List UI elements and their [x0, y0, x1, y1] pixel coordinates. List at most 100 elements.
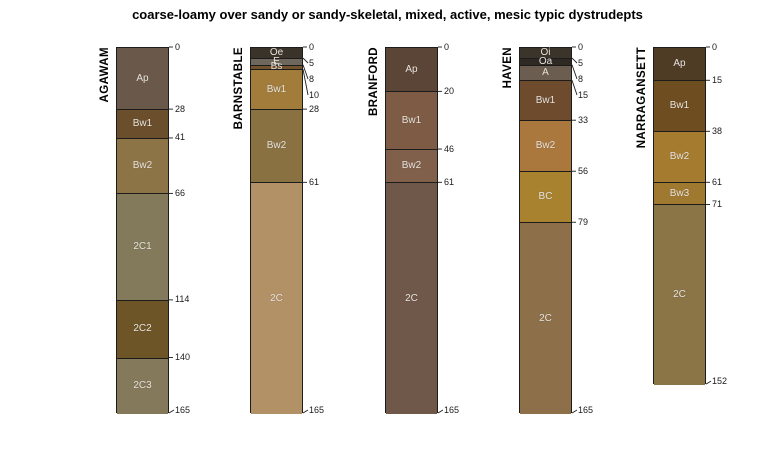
- horizon-rect: Bw2: [117, 138, 168, 195]
- tick-leader-line: [302, 409, 309, 414]
- depth-tick-label: 5: [309, 57, 315, 68]
- depth-tick-label: 28: [309, 103, 320, 114]
- tick-leader-line: [168, 409, 175, 414]
- depth-tick-label: 165: [444, 404, 460, 415]
- horizon-label: 2C1: [133, 241, 152, 253]
- horizon-label: Bw2: [132, 160, 153, 172]
- depth-tick-label: 152: [712, 375, 728, 386]
- depth-tick-label: 46: [444, 143, 455, 154]
- horizon-rect: Ap: [386, 48, 437, 93]
- tick-leader-line: [302, 64, 309, 80]
- depth-tick-label: 114: [175, 294, 190, 305]
- horizon-label: Bw1: [535, 94, 556, 106]
- depth-tick-label: 165: [175, 404, 191, 415]
- depth-tick-label: 61: [444, 176, 455, 187]
- horizon-rect: Bw2: [654, 132, 705, 184]
- horizon-rect: Bw1: [520, 81, 571, 122]
- horizon-rect: 2C1: [117, 194, 168, 301]
- depth-tick-label: 28: [175, 103, 186, 114]
- profile-name-label: NARRAGANSETT: [636, 47, 648, 149]
- horizon-rect: 2C2: [117, 300, 168, 359]
- horizon-rect: 2C3: [117, 358, 168, 414]
- horizon-rect: Bs: [251, 62, 302, 72]
- horizon-rect: Oa: [520, 55, 571, 67]
- horizon-rect: Bw2: [251, 110, 302, 184]
- horizon-rect: 2C: [520, 223, 571, 414]
- horizon-rect: 2C: [251, 183, 302, 414]
- horizon-rect: A: [520, 65, 571, 82]
- depth-tick-label: 61: [309, 176, 320, 187]
- chart-title: coarse-loamy over sandy or sandy-skeleta…: [132, 7, 643, 22]
- profile-column: Oe E Bs Bw1 Bw2 2C: [250, 47, 303, 414]
- horizon-rect: 2C: [386, 183, 437, 414]
- depth-tick-label: 0: [712, 41, 718, 52]
- depth-tick-label: 56: [578, 165, 589, 176]
- horizon-rect: Oe: [251, 48, 302, 60]
- depth-tick-label: 0: [175, 41, 181, 52]
- depth-tick-label: 8: [309, 73, 315, 84]
- depth-tick-label: 165: [578, 404, 594, 415]
- horizon-label: Bw1: [266, 83, 287, 95]
- horizon-label: Bw2: [535, 140, 556, 152]
- horizon-rect: Oi: [520, 47, 571, 60]
- horizon-label: E: [273, 55, 280, 67]
- depth-tick-label: 0: [444, 41, 450, 52]
- horizon-label: Bw1: [132, 118, 153, 130]
- depth-tick-label: 5: [578, 57, 584, 68]
- horizon-rect: Bw1: [654, 81, 705, 133]
- horizon-label: BC: [538, 191, 553, 203]
- horizon-label: 2C: [405, 292, 418, 304]
- depth-tick-label: 8: [578, 73, 584, 84]
- tick-leader-line: [302, 69, 309, 96]
- depth-tick-label: 0: [578, 41, 584, 52]
- profile-column: Ap Bw1 Bw2 Bw3 2C: [653, 47, 706, 386]
- profile-name-label: BRANFORD: [368, 47, 380, 116]
- horizon-label: Bw1: [401, 114, 422, 126]
- horizon-label: A: [542, 66, 549, 78]
- horizon-label: 2C: [539, 312, 552, 324]
- horizon-rect: Bw2: [386, 150, 437, 184]
- horizon-label: Bw2: [401, 160, 422, 172]
- profile-name-label: HAVEN: [502, 47, 514, 89]
- depth-tick-label: 165: [309, 404, 325, 415]
- horizon-label: Oi: [540, 47, 551, 59]
- horizon-label: Oa: [538, 55, 553, 67]
- horizon-label: Ap: [136, 72, 149, 84]
- horizon-rect: Bw1: [386, 92, 437, 151]
- horizon-rect: Bw2: [520, 121, 571, 173]
- profile-name-label: AGAWAM: [99, 47, 111, 103]
- depth-tick-label: 0: [309, 41, 315, 52]
- horizon-label: 2C2: [133, 323, 152, 335]
- depth-tick-label: 66: [175, 187, 186, 198]
- horizon-label: Bw2: [266, 140, 287, 152]
- depth-tick-label: 20: [444, 85, 455, 96]
- profile-name-label: BARNSTABLE: [233, 47, 245, 130]
- depth-tick-label: 10: [309, 89, 320, 100]
- profile-column: Ap Bw1 Bw2 2C: [385, 47, 438, 414]
- depth-tick-label: 79: [578, 216, 589, 227]
- tick-leader-line: [571, 80, 578, 96]
- horizon-label: Ap: [405, 63, 418, 75]
- horizon-label: Bw3: [669, 187, 690, 199]
- tick-leader-line: [571, 57, 578, 64]
- profile-column: Ap Bw1 Bw2 2C1 2C2 2C3: [116, 47, 169, 414]
- horizon-rect: Bw1: [251, 70, 302, 111]
- horizon-rect: BC: [520, 172, 571, 224]
- horizon-rect: Ap: [654, 48, 705, 82]
- depth-tick-label: 33: [578, 114, 589, 125]
- depth-tick-label: 38: [712, 125, 723, 136]
- depth-tick-label: 140: [175, 352, 191, 363]
- horizon-label: Ap: [673, 58, 686, 70]
- horizon-rect: Bw3: [654, 183, 705, 206]
- horizon-rect: E: [251, 55, 302, 67]
- horizon-rect: 2C: [654, 205, 705, 386]
- horizon-label: Bw2: [669, 151, 690, 163]
- horizon-label: 2C: [673, 289, 686, 301]
- depth-tick-label: 15: [578, 89, 589, 100]
- tick-leader-line: [571, 64, 578, 80]
- horizon-rect: Ap: [117, 48, 168, 111]
- depth-tick-label: 41: [175, 132, 186, 143]
- profile-column: Oi Oa A Bw1 Bw2 BC 2C: [519, 47, 572, 414]
- tick-leader-line: [302, 57, 309, 64]
